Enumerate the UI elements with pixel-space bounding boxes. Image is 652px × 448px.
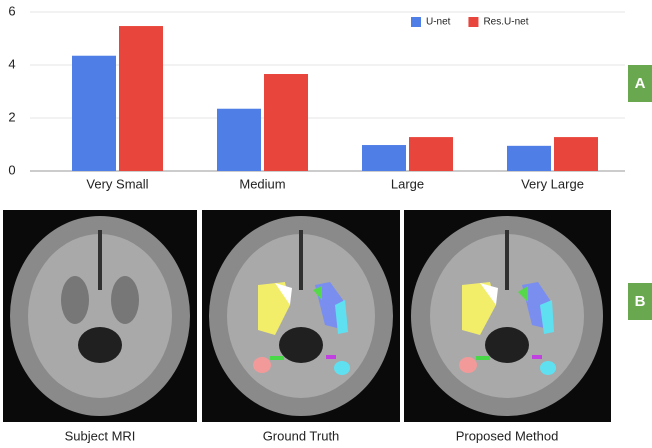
- panel-label: B: [635, 293, 646, 310]
- brain: [209, 216, 393, 416]
- y-tick-label: 4: [8, 56, 15, 71]
- legend-swatch: [468, 17, 478, 27]
- bar: [554, 137, 598, 171]
- legend-label: U-net: [426, 17, 451, 28]
- x-tick-label: Large: [391, 176, 424, 191]
- y-tick-label: 2: [8, 109, 15, 124]
- x-tick-label: Very Large: [521, 176, 584, 191]
- bar: [409, 137, 453, 171]
- y-tick-label: 6: [8, 3, 15, 18]
- bar: [72, 56, 116, 171]
- bar: [119, 26, 163, 171]
- bar-chart: 0 2 4 6 Very Small Medium Large Very Large U-net…: [8, 3, 625, 191]
- caption: Proposed Method: [456, 428, 559, 443]
- x-tick-label: Very Small: [86, 176, 148, 191]
- x-tick-label: Medium: [239, 176, 285, 191]
- bar: [217, 109, 261, 171]
- y-tick-label: 0: [8, 162, 15, 177]
- figure: Subject MRI Ground Truth Proposed Method…: [0, 0, 652, 448]
- legend-label: Res.U-net: [483, 17, 528, 28]
- bar: [507, 146, 551, 171]
- brain: [411, 216, 603, 416]
- legend-swatch: [411, 17, 421, 27]
- brain-images: [3, 210, 611, 422]
- caption: Subject MRI: [65, 428, 136, 443]
- bar: [264, 74, 308, 171]
- bar: [362, 145, 406, 171]
- panel-label: A: [635, 75, 646, 92]
- brain: [10, 216, 190, 416]
- caption: Ground Truth: [263, 428, 340, 443]
